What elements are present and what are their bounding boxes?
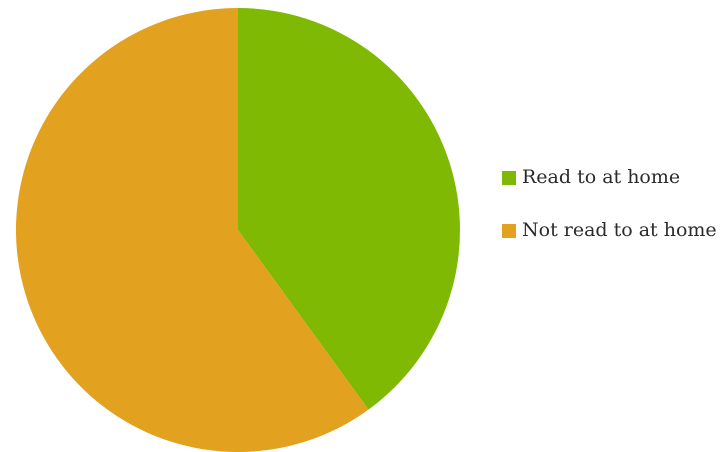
- legend-item-not-read-to-at-home: Not read to at home: [502, 218, 717, 242]
- pie-slices: [15, 8, 460, 452]
- legend-label-not-read-to-at-home: Not read to at home: [522, 219, 717, 241]
- legend-swatch-read-to-at-home: [502, 171, 516, 185]
- legend: Read to at home Not read to at home: [502, 165, 717, 271]
- legend-item-read-to-at-home: Read to at home: [502, 165, 717, 189]
- legend-swatch-not-read-to-at-home: [502, 224, 516, 238]
- legend-label-read-to-at-home: Read to at home: [522, 166, 681, 188]
- pie-slice-read-to-at-home: [238, 8, 460, 410]
- pie-slice-not-read-to-at-home: [15, 8, 369, 452]
